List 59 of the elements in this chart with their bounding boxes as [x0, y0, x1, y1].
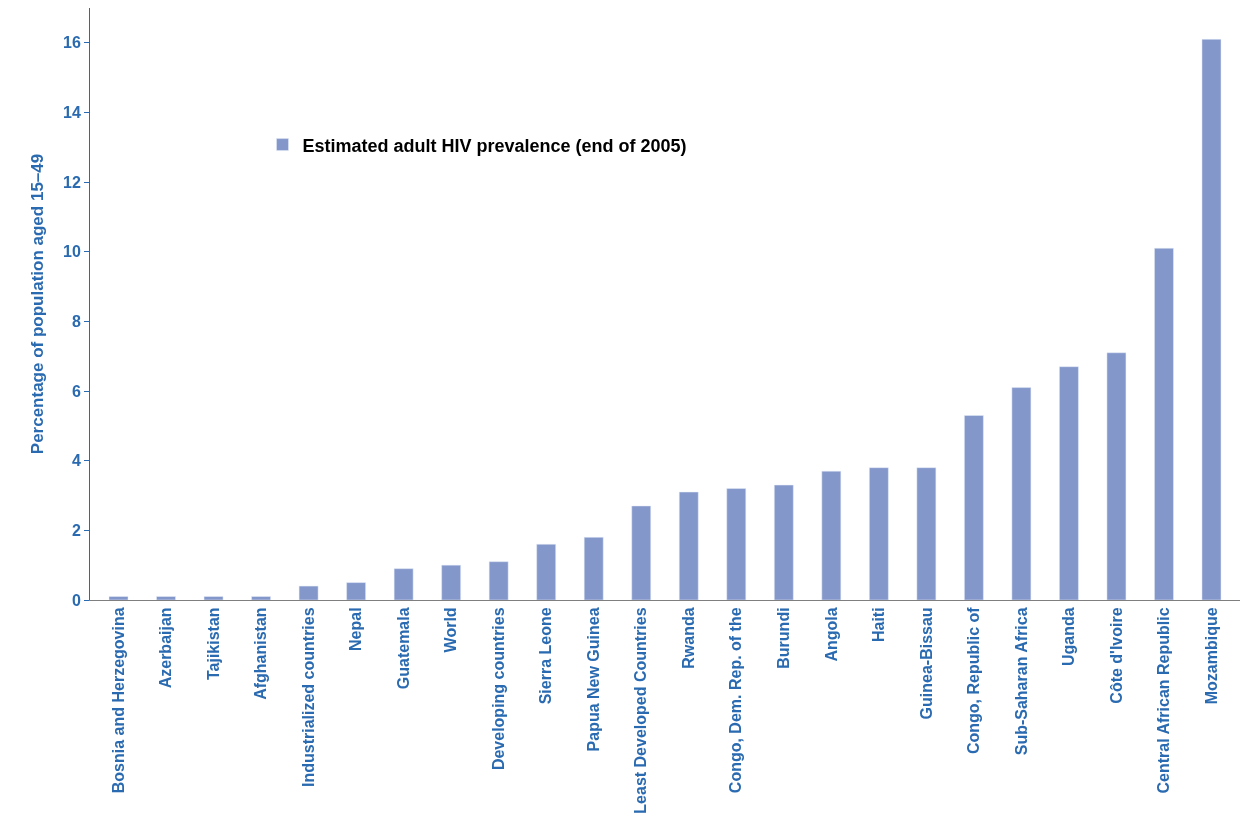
y-tick-label: 4: [71, 452, 81, 470]
bar: [1201, 39, 1222, 600]
bar: [631, 505, 651, 600]
bar: [1154, 248, 1174, 600]
bar: [583, 537, 604, 600]
x-tick-label: Rwanda: [679, 607, 697, 669]
x-tick-label: Least Developed Countries: [632, 607, 650, 814]
x-tick-label: Mozambique: [1202, 607, 1220, 705]
bar: [726, 488, 747, 600]
x-tick-label: Congo, Republic of: [965, 606, 983, 755]
x-tick-label: Central African Republic: [1155, 607, 1173, 794]
x-tick-label: Azerbaijan: [157, 607, 175, 689]
bar: [393, 568, 414, 600]
bar: [1106, 352, 1127, 600]
bar: [108, 596, 129, 600]
bar: [821, 470, 842, 600]
y-tick-label: 6: [71, 382, 81, 400]
bar: [774, 484, 794, 600]
bar: [1011, 387, 1032, 600]
bar: [203, 596, 224, 600]
x-tick-label: World: [442, 607, 460, 653]
bar: [441, 564, 461, 600]
x-tick-label: Guatemala: [394, 607, 412, 690]
bar: [679, 491, 699, 600]
legend-label: Estimated adult HIV prevalence (end of 2005): [302, 135, 687, 156]
x-tick-label: Afghanistan: [252, 607, 270, 700]
bar: [156, 596, 176, 600]
x-tick-label: Industrialized countries: [299, 607, 317, 787]
x-tick-label: Nepal: [347, 607, 365, 651]
x-tick-label: Sierra Leone: [537, 607, 555, 705]
y-tick-label: 14: [63, 104, 81, 122]
x-tick-label: Congo, Dem. Rep. of the: [727, 607, 745, 794]
bar: [298, 585, 319, 600]
x-tick-label: Angola: [822, 607, 840, 662]
bar: [1059, 366, 1079, 600]
x-tick-label: Côte d'Ivoire: [1107, 607, 1125, 704]
x-tick-label: Sub-Saharan Africa: [1012, 607, 1030, 756]
x-tick-label: Developing countries: [489, 607, 507, 771]
x-tick-label: Papua New Guinea: [584, 607, 602, 752]
x-tick-label: Bosnia and Herzegovina: [109, 607, 127, 794]
bar: [488, 561, 509, 600]
bar: [536, 544, 556, 600]
y-tick-label: 10: [63, 243, 81, 261]
x-tick-label: Uganda: [1060, 607, 1078, 667]
y-axis-title: Percentage of population aged 15–49: [27, 153, 47, 455]
bar: [869, 467, 889, 600]
bar: [251, 596, 271, 600]
x-tick-label: Burundi: [775, 607, 792, 669]
bar: [964, 415, 984, 600]
bar: [916, 467, 937, 600]
x-tick-label: Guinea-Bissau: [917, 607, 935, 720]
x-tick-label: Haiti: [870, 607, 888, 643]
y-tick-label: 8: [71, 313, 81, 331]
y-tick-label: 16: [63, 34, 81, 52]
y-tick-label: 2: [71, 521, 81, 539]
y-tick-label: 12: [63, 173, 81, 191]
bar: [346, 582, 366, 600]
y-tick-label: 0: [71, 591, 81, 609]
x-tick-label: Tajikistan: [204, 607, 222, 681]
